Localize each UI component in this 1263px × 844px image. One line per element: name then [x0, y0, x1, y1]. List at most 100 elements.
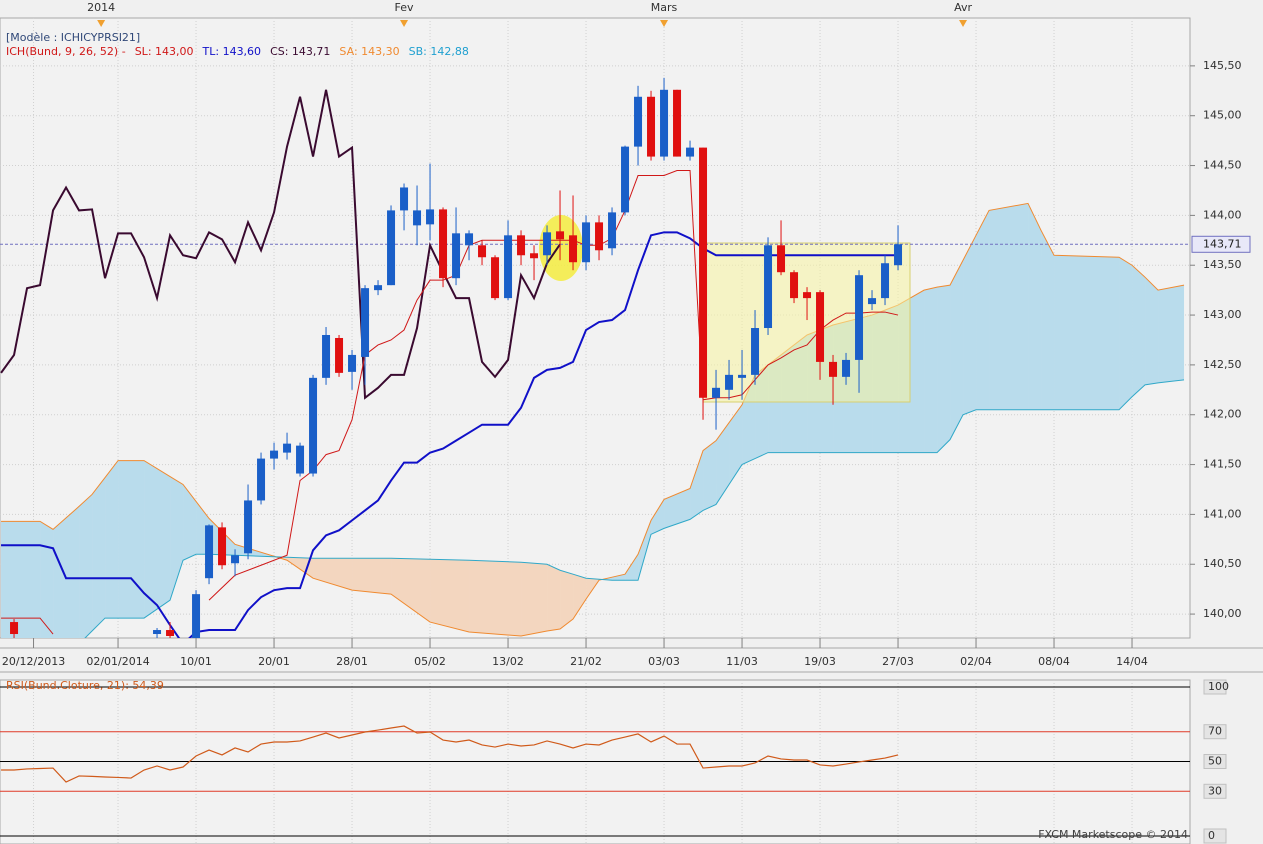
candle-body: [205, 525, 214, 579]
cloud-fill: [1041, 230, 1055, 410]
candle-body: [166, 630, 175, 637]
cloud-fill: [625, 554, 639, 581]
senkou-span-b: [84, 379, 1185, 638]
candle-body: [738, 374, 747, 378]
last-price-box: [1191, 235, 1251, 253]
candle-body: [764, 245, 773, 329]
legend-entry: SB: 142,88: [409, 45, 469, 58]
cloud-fill: [92, 477, 106, 632]
y-tick-label: 0: [1208, 829, 1215, 842]
cloud-fill: [1, 521, 41, 638]
candle-body: [829, 361, 838, 377]
x-tick-label: 19/03: [804, 655, 836, 668]
candle-body: [803, 292, 812, 299]
y-tick-label: 145,00: [1203, 109, 1242, 122]
cloud-fill: [976, 210, 990, 410]
candle-body: [400, 187, 409, 211]
candle-body: [816, 292, 825, 362]
candle-body: [556, 231, 565, 240]
level-label-box: [1203, 783, 1227, 799]
candle-body: [660, 89, 669, 157]
cloud-fill: [469, 560, 522, 637]
period-label: Fev: [395, 1, 414, 14]
period-marker: [959, 20, 968, 27]
cloud-fill: [612, 574, 626, 581]
cloud-fill: [1132, 265, 1146, 397]
candle-body: [777, 245, 786, 273]
candle-body: [842, 359, 851, 377]
cloud-fill: [53, 506, 80, 638]
legend-entry: ICH(Bund, 9, 26, 52) -: [6, 45, 126, 58]
indicator-line: [1, 170, 899, 635]
footer: FXCM Marketscope © 2014: [1038, 828, 1188, 841]
y-tick-label: 142,00: [1203, 408, 1242, 421]
period-marker: [660, 20, 669, 27]
x-tick-label: 21/02: [570, 655, 602, 668]
candle-body: [478, 245, 487, 258]
candle-body: [439, 209, 448, 279]
y-tick-label: 140,50: [1203, 557, 1242, 570]
cloud-fill: [638, 520, 652, 581]
candle-body: [686, 147, 695, 157]
cloud-fill: [313, 558, 353, 591]
model-label: [Modèle : ICHICYPRSI21]: [6, 31, 140, 44]
candle-body: [426, 209, 435, 225]
candle-body: [725, 374, 734, 390]
period-label: Mars: [651, 1, 678, 14]
x-tick-label: 13/02: [492, 655, 524, 668]
candle-body: [153, 630, 162, 635]
x-tick-label: 02/04: [960, 655, 992, 668]
y-tick-label: 50: [1208, 755, 1222, 768]
y-tick-label: 143,50: [1203, 258, 1242, 271]
candle-body: [413, 210, 422, 226]
cloud-fill: [287, 557, 314, 579]
candle-body: [296, 445, 305, 474]
x-tick-label: 10/01: [180, 655, 212, 668]
cloud-fill: [729, 404, 743, 485]
candle-body: [10, 622, 19, 635]
candle-body: [634, 96, 643, 147]
cloud-fill: [560, 570, 574, 630]
cloud-fill: [105, 460, 119, 619]
cloud-fill: [391, 558, 431, 623]
y-tick-label: 70: [1208, 725, 1222, 738]
candle-body: [712, 387, 721, 398]
candle-body: [543, 232, 552, 256]
cloud-fill: [352, 558, 392, 595]
candle-body: [283, 443, 292, 453]
cloud-fill: [118, 460, 145, 619]
y-tick-label: 144,00: [1203, 208, 1242, 221]
candle-body: [491, 257, 500, 299]
candle-body: [270, 450, 279, 459]
price-plot: [Modèle : ICHICYPRSI21]ICH(Bund, 9, 26, …: [0, 18, 1190, 638]
cloud-fill: [1028, 203, 1042, 410]
candle-body: [244, 500, 253, 554]
candle-body: [257, 458, 266, 501]
cloud-fill: [1119, 257, 1133, 410]
cloud-fill: [183, 484, 197, 561]
candle-body: [582, 222, 591, 263]
candle-body: [374, 285, 383, 291]
candle-body: [621, 146, 630, 213]
period-marker: [400, 20, 409, 27]
candle-body: [569, 235, 578, 263]
candle-body: [699, 147, 708, 398]
y-tick-label: 30: [1208, 784, 1222, 797]
x-tick-label: 08/04: [1038, 655, 1070, 668]
period-label: Avr: [954, 1, 972, 14]
cloud-fill: [716, 422, 730, 505]
candle-body: [335, 337, 344, 373]
last-price-label: 143,71: [1203, 237, 1242, 250]
y-tick-label: 143,00: [1203, 308, 1242, 321]
cloud-fill: [1054, 255, 1120, 410]
cloud-fill: [79, 494, 93, 638]
period-marker: [97, 20, 106, 27]
cloud-fill: [144, 460, 171, 619]
y-tick-label: 141,50: [1203, 458, 1242, 471]
candle-body: [504, 235, 513, 299]
level-label-box: [1203, 724, 1227, 740]
x-tick-label: 27/03: [882, 655, 914, 668]
candle-body: [855, 275, 864, 360]
candle-body: [608, 212, 617, 249]
